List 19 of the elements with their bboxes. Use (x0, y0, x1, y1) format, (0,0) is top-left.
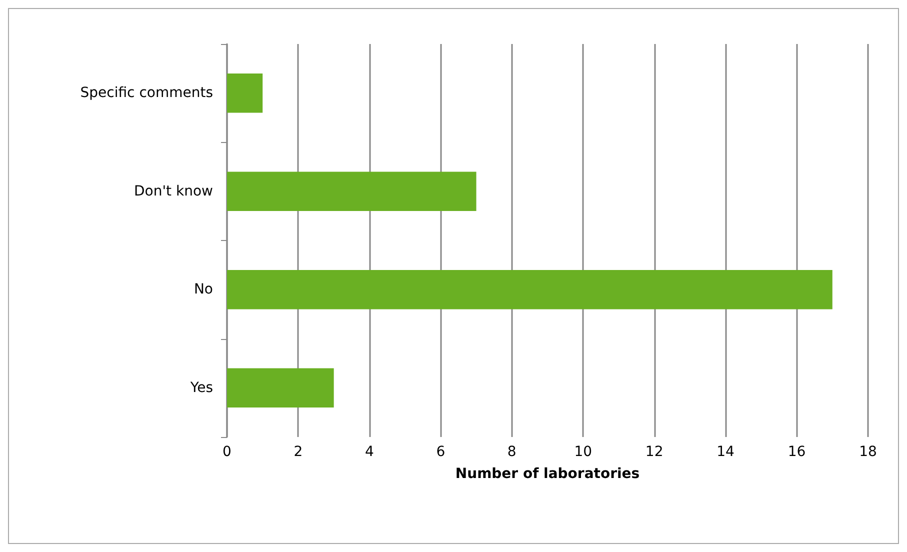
y-tick-label: Yes (189, 380, 213, 396)
x-tick-label: 12 (645, 444, 664, 460)
bar (227, 73, 263, 113)
x-axis-title: Number of laboratories (455, 466, 640, 482)
y-tick-label: No (194, 282, 213, 298)
y-tick-label: Don't know (134, 183, 213, 200)
x-tick-label: 0 (222, 444, 232, 460)
bar (227, 270, 832, 310)
bar (227, 368, 334, 408)
x-tick-label: 14 (716, 444, 735, 460)
bar (227, 172, 476, 212)
x-tick-label: 6 (436, 444, 446, 460)
x-tick-label: 8 (507, 444, 516, 460)
y-tick-label: Specific comments (80, 85, 213, 102)
x-tick-label: 18 (859, 444, 877, 460)
x-tick-label: 2 (294, 444, 303, 460)
x-tick-label: 10 (574, 444, 592, 460)
x-tick-label: 16 (788, 444, 806, 460)
x-tick-label: 4 (364, 444, 374, 460)
